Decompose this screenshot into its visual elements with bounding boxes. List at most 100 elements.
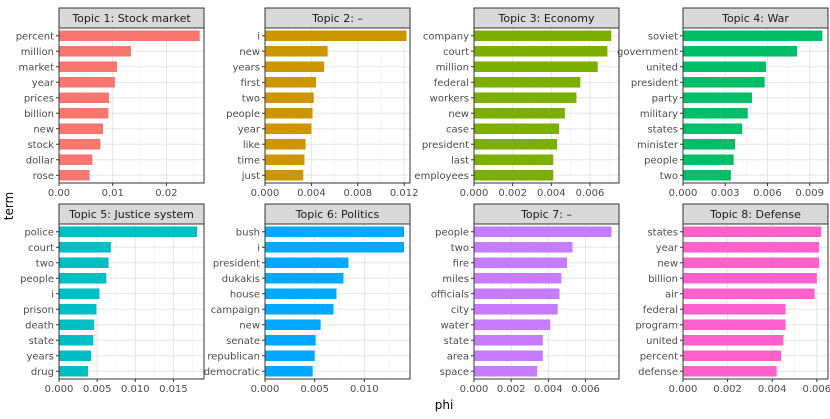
category-label: president <box>213 258 260 269</box>
category-label: court <box>443 47 469 58</box>
bar <box>683 334 784 346</box>
category-label: air <box>665 289 679 300</box>
bar <box>683 138 736 150</box>
category-label: united <box>646 62 678 73</box>
facet-title: Topic 6: Politics <box>295 208 380 221</box>
bar <box>265 288 337 300</box>
bar <box>474 257 567 269</box>
facet-panel: Topic 3: Economy company court million feder… <box>414 7 620 199</box>
bar <box>474 138 558 150</box>
x-tick-label: 0.01 <box>102 188 124 199</box>
category-label: billion <box>24 109 54 120</box>
category-label: percent <box>16 31 54 42</box>
bar <box>474 272 562 284</box>
bar <box>59 334 94 346</box>
x-tick-label: 0.002 <box>498 188 527 199</box>
x-tick-label: 0.005 <box>300 384 329 395</box>
category-label: percent <box>640 351 678 362</box>
bar <box>59 169 90 181</box>
x-axis-label: phi <box>435 398 454 412</box>
category-label: workers <box>430 93 469 104</box>
category-label: new <box>448 109 469 120</box>
category-label: party <box>652 93 679 104</box>
category-label: stock <box>27 140 54 151</box>
bar <box>474 76 581 88</box>
bar <box>59 365 88 377</box>
bar <box>265 319 321 331</box>
category-label: senate <box>226 336 260 347</box>
category-label: area <box>447 351 469 362</box>
category-label: city <box>451 305 469 316</box>
category-label: year <box>656 243 679 254</box>
x-tick-label: 0.006 <box>576 188 605 199</box>
facet-title: Topic 3: Economy <box>497 12 595 25</box>
category-label: states <box>647 124 678 135</box>
facet-title: Topic 8: Defense <box>709 208 801 221</box>
category-label: billion <box>648 274 678 285</box>
bar <box>683 45 798 57</box>
facet-panel: Topic 7: – people two fire miles officials cit… <box>431 203 620 395</box>
bar <box>683 61 767 73</box>
bar <box>265 107 313 119</box>
bar <box>474 226 612 238</box>
bar <box>683 76 765 88</box>
category-label: million <box>21 47 54 58</box>
bar <box>265 226 405 238</box>
category-label: united <box>646 336 678 347</box>
bar <box>474 319 551 331</box>
bar <box>265 154 305 166</box>
category-label: fire <box>453 258 469 269</box>
bar <box>474 45 608 57</box>
category-label: new <box>657 258 678 269</box>
category-label: i <box>51 289 54 300</box>
bar <box>59 61 117 73</box>
x-tick-label: 0.004 <box>297 188 326 199</box>
bar <box>59 123 104 135</box>
facet-panel: Topic 5: Justice system police court two peo… <box>20 203 205 395</box>
bar <box>474 334 543 346</box>
panel-border <box>58 27 205 184</box>
x-tick-label: 0.02 <box>155 188 177 199</box>
bar <box>474 30 612 42</box>
category-label: death <box>25 320 54 331</box>
bar <box>474 154 554 166</box>
category-label: like <box>243 140 260 151</box>
x-tick-label: 0.012 <box>390 188 419 199</box>
category-label: first <box>240 78 260 89</box>
bar <box>474 61 598 73</box>
x-tick-label: 0.004 <box>534 384 563 395</box>
category-label: new <box>33 124 54 135</box>
bar <box>59 257 109 269</box>
category-label: states <box>647 227 678 238</box>
panel-border <box>264 27 411 184</box>
bar <box>59 76 115 88</box>
bar <box>474 288 560 300</box>
bar <box>474 241 573 253</box>
facet-title: Topic 2: – <box>311 12 363 25</box>
category-label: rose <box>33 171 54 182</box>
panel-border <box>682 27 829 184</box>
bar <box>59 288 100 300</box>
facet-title: Topic 4: War <box>721 12 789 25</box>
x-tick-label: 0.003 <box>711 188 740 199</box>
category-label: bush <box>236 227 260 238</box>
category-label: last <box>451 155 469 166</box>
category-label: company <box>423 31 469 42</box>
bar <box>474 92 577 104</box>
bar <box>265 92 314 104</box>
facet-title: Topic 7: – <box>520 208 572 221</box>
category-label: government <box>617 47 678 58</box>
bar <box>474 350 543 362</box>
x-tick-label: 0.010 <box>121 384 150 395</box>
category-label: police <box>24 227 54 238</box>
bar <box>683 365 777 377</box>
category-label: soviet <box>648 31 678 42</box>
category-label: drug <box>31 367 54 378</box>
bar <box>265 169 304 181</box>
bar <box>59 107 109 119</box>
bar <box>265 365 313 377</box>
bar <box>683 92 752 104</box>
bar <box>265 138 306 150</box>
bar <box>265 30 407 42</box>
category-label: defense <box>638 367 678 378</box>
